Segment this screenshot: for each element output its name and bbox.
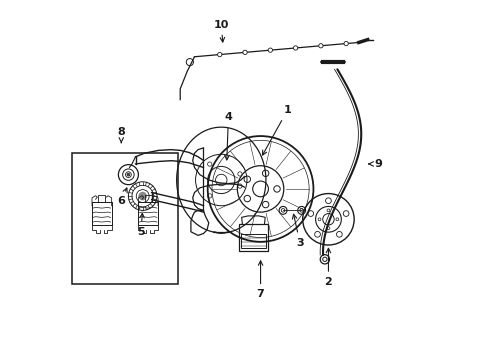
- Text: 3: 3: [292, 214, 303, 248]
- Text: 7: 7: [256, 261, 264, 299]
- Circle shape: [318, 44, 323, 48]
- Bar: [138, 202, 158, 225]
- Circle shape: [127, 173, 130, 176]
- Bar: [72, 153, 177, 284]
- Circle shape: [267, 48, 272, 52]
- Bar: [238, 224, 267, 251]
- Text: 8: 8: [117, 127, 125, 143]
- Text: 9: 9: [368, 159, 382, 169]
- Circle shape: [293, 46, 297, 50]
- Text: 1: 1: [262, 105, 291, 155]
- Circle shape: [243, 50, 247, 54]
- Circle shape: [217, 53, 222, 57]
- Text: 6: 6: [117, 188, 127, 206]
- Text: 4: 4: [224, 112, 232, 160]
- Text: 10: 10: [213, 19, 228, 42]
- Circle shape: [344, 41, 347, 46]
- Text: 5: 5: [137, 213, 144, 237]
- Bar: [241, 234, 265, 248]
- Circle shape: [138, 192, 147, 201]
- Text: 2: 2: [324, 248, 332, 287]
- Bar: [92, 202, 111, 225]
